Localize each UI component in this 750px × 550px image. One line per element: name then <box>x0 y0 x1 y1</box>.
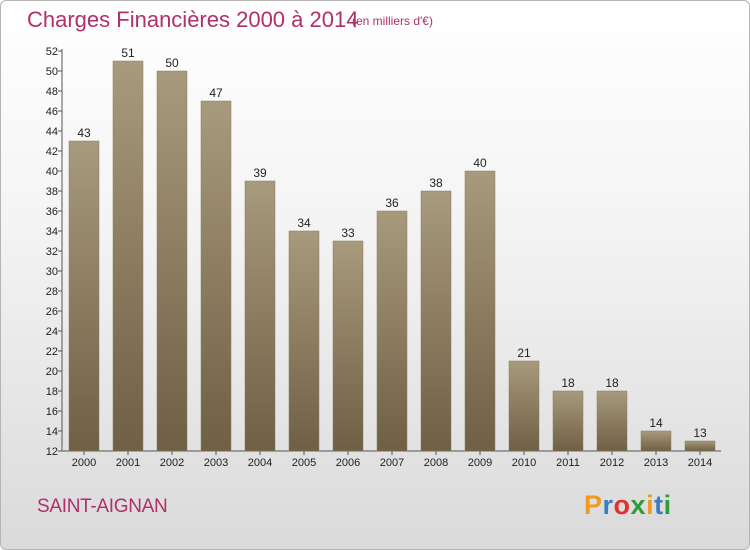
bar <box>640 430 672 452</box>
x-tick-label: 2014 <box>688 457 712 469</box>
bars <box>68 60 716 452</box>
y-axis: 12 14 16 18 20 22 24 26 28 30 32 34 36 38 40 42 44 46 48 50… <box>46 46 63 458</box>
bar <box>332 240 364 452</box>
x-tick-label: 2010 <box>512 457 536 469</box>
data-label: 47 <box>209 86 223 100</box>
data-label: 21 <box>517 346 531 360</box>
data-label: 50 <box>165 56 179 70</box>
bar <box>112 60 144 452</box>
place-name: SAINT-AIGNAN <box>37 496 168 517</box>
logo-letter: r <box>602 490 614 520</box>
bar <box>596 390 628 452</box>
bar <box>464 170 496 452</box>
x-tick-label: 2008 <box>424 457 448 469</box>
data-label: 36 <box>385 196 399 210</box>
y-tick-label: 22 <box>46 346 58 358</box>
data-label: 13 <box>693 426 707 440</box>
x-axis: 2000 2001 2002 2003 2004 2005 2006 2007 2008 2009… <box>62 450 721 469</box>
y-tick-label: 42 <box>46 146 58 158</box>
y-tick-label: 30 <box>46 266 58 278</box>
data-label: 39 <box>253 166 267 180</box>
chart-unit: (en milliers d'€) <box>352 14 433 28</box>
y-tick-label: 20 <box>46 366 58 378</box>
data-label: 34 <box>297 216 311 230</box>
bar <box>552 390 584 452</box>
data-label: 40 <box>473 156 487 170</box>
y-tick-label: 50 <box>46 66 58 78</box>
y-tick-label: 36 <box>46 206 58 218</box>
y-tick-label: 40 <box>46 166 58 178</box>
y-tick-label: 38 <box>46 186 58 198</box>
y-tick-label: 46 <box>46 106 58 118</box>
logo-letter: o <box>613 490 631 520</box>
x-tick-label: 2013 <box>644 457 668 469</box>
data-label: 14 <box>649 416 663 430</box>
data-label: 18 <box>605 376 619 390</box>
chart-title: Charges Financières 2000 à 2014 <box>27 7 359 32</box>
y-tick-label: 48 <box>46 86 58 98</box>
y-tick-label: 28 <box>46 286 58 298</box>
bar <box>508 360 540 452</box>
x-tick-label: 2002 <box>160 457 184 469</box>
data-label: 38 <box>429 176 443 190</box>
data-label: 18 <box>561 376 575 390</box>
x-tick-label: 2003 <box>204 457 228 469</box>
bar <box>68 140 100 452</box>
x-tick-label: 2006 <box>336 457 360 469</box>
y-tick-label: 44 <box>46 126 58 138</box>
data-label: 33 <box>341 226 355 240</box>
logo-letter: P <box>584 490 603 520</box>
y-tick-label: 16 <box>46 406 58 418</box>
y-tick-label: 14 <box>46 426 58 438</box>
y-tick-label: 18 <box>46 386 58 398</box>
x-tick-label: 2004 <box>248 457 272 469</box>
y-tick-label: 32 <box>46 246 58 258</box>
bar <box>684 440 716 452</box>
x-tick-label: 2005 <box>292 457 316 469</box>
y-tick-label: 24 <box>46 326 58 338</box>
x-tick-label: 2012 <box>600 457 624 469</box>
x-tick-label: 2001 <box>116 457 140 469</box>
bar <box>288 230 320 452</box>
data-label: 43 <box>77 126 91 140</box>
x-tick-label: 2000 <box>72 457 96 469</box>
x-tick-label: 2009 <box>468 457 492 469</box>
data-label: 51 <box>121 46 135 60</box>
x-tick-label: 2011 <box>556 457 580 469</box>
bar <box>156 70 188 452</box>
logo-letter: i <box>663 490 672 520</box>
logo-letter: t <box>654 490 664 520</box>
y-tick-label: 52 <box>46 46 58 58</box>
bar <box>376 210 408 452</box>
logo-letter: i <box>646 490 655 520</box>
y-tick-label: 34 <box>46 226 58 238</box>
proxiti-logo[interactable]: Proxiti <box>584 490 672 521</box>
bar <box>420 190 452 452</box>
data-labels: 43 51 50 47 39 34 33 36 38 40 21 18 18 14 13 <box>77 46 707 440</box>
y-tick-label: 26 <box>46 306 58 318</box>
logo-letter: x <box>630 490 647 520</box>
bar <box>244 180 276 452</box>
x-tick-label: 2007 <box>380 457 404 469</box>
bar <box>200 100 232 452</box>
y-tick-label: 12 <box>46 446 58 458</box>
